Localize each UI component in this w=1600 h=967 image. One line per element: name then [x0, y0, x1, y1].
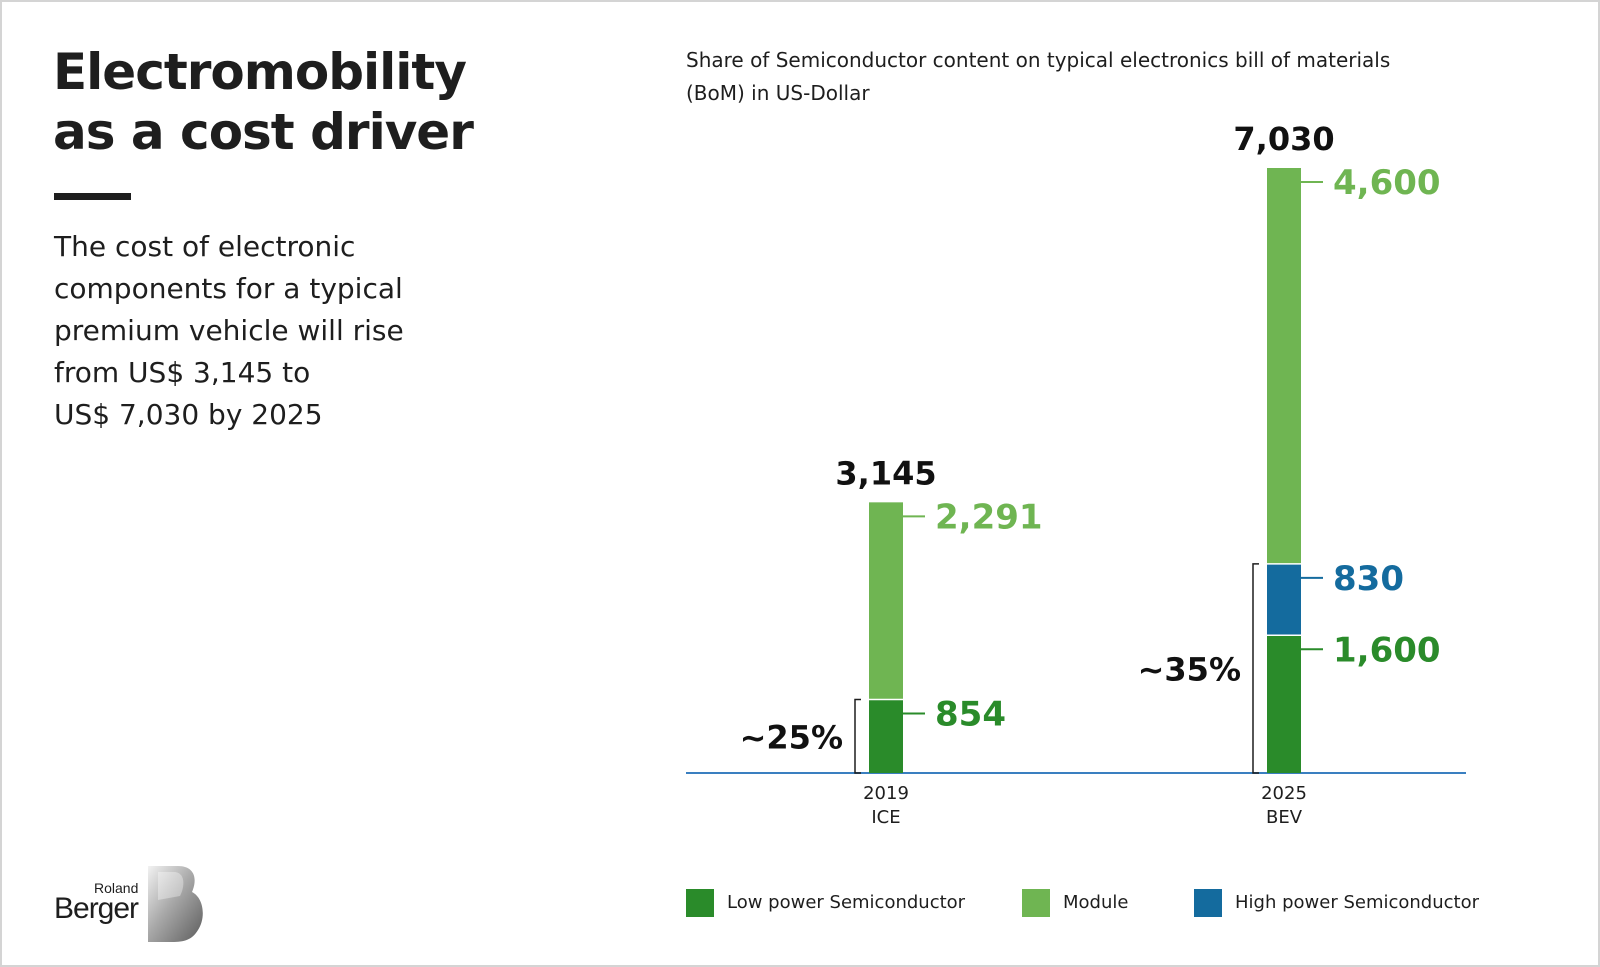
subtitle-line-1: The cost of electronic [54, 230, 356, 263]
bar-segment [869, 699, 903, 773]
bar-total-label: 3,145 [835, 454, 936, 492]
logo-b-mark-icon [148, 866, 203, 942]
legend-label-module: Module [1063, 892, 1129, 913]
data-label: 854 [935, 695, 1006, 735]
chart-note-line-1: Share of Semiconductor content on typica… [686, 48, 1391, 72]
data-label: 2,291 [935, 497, 1043, 537]
x-tick-label-type: BEV [1266, 807, 1303, 828]
share-label: ~35% [1138, 650, 1241, 688]
legend-swatch-module [1022, 889, 1050, 917]
page-subtitle: The cost of electronic components for a … [54, 226, 484, 436]
bar-segment [869, 502, 903, 700]
bar-segment [1267, 168, 1301, 564]
data-label: 4,600 [1333, 163, 1441, 203]
bar-segment [1267, 635, 1301, 773]
logo-text-small: Roland [94, 880, 139, 896]
page-title: Electromobility as a cost driver [53, 42, 573, 162]
x-tick-label-year: 2019 [863, 783, 909, 804]
chart-note: Share of Semiconductor content on typica… [686, 44, 1446, 110]
subtitle-line-2: components for a typical [54, 272, 403, 305]
title-line-1: Electromobility [53, 43, 467, 101]
bar-segment [1267, 563, 1301, 636]
share-bracket [854, 698, 861, 774]
legend-swatch-high-power-semiconductor [1194, 889, 1222, 917]
legend-swatch-low-power-semiconductor [686, 889, 714, 917]
bar-total-label: 7,030 [1233, 120, 1334, 158]
subtitle-line-5: US$ 7,030 by 2025 [54, 398, 323, 431]
roland-berger-logo: Roland Berger [54, 866, 204, 942]
chart-note-line-2: (BoM) in US-Dollar [686, 81, 870, 105]
x-tick-label-type: ICE [871, 807, 900, 828]
logo-text-big: Berger [54, 892, 139, 925]
title-line-2: as a cost driver [53, 103, 474, 161]
data-label: 830 [1333, 559, 1404, 599]
share-bracket [1252, 563, 1259, 774]
legend-label-high-power-semiconductor: High power Semiconductor [1235, 892, 1480, 913]
subtitle-line-4: from US$ 3,145 to [54, 356, 311, 389]
data-label: 1,600 [1333, 630, 1441, 670]
share-label: ~25% [740, 718, 843, 756]
title-divider [54, 193, 131, 200]
legend-label-low-power-semiconductor: Low power Semiconductor [727, 892, 966, 913]
x-tick-label-year: 2025 [1261, 783, 1307, 804]
subtitle-line-3: premium vehicle will rise [54, 314, 404, 347]
